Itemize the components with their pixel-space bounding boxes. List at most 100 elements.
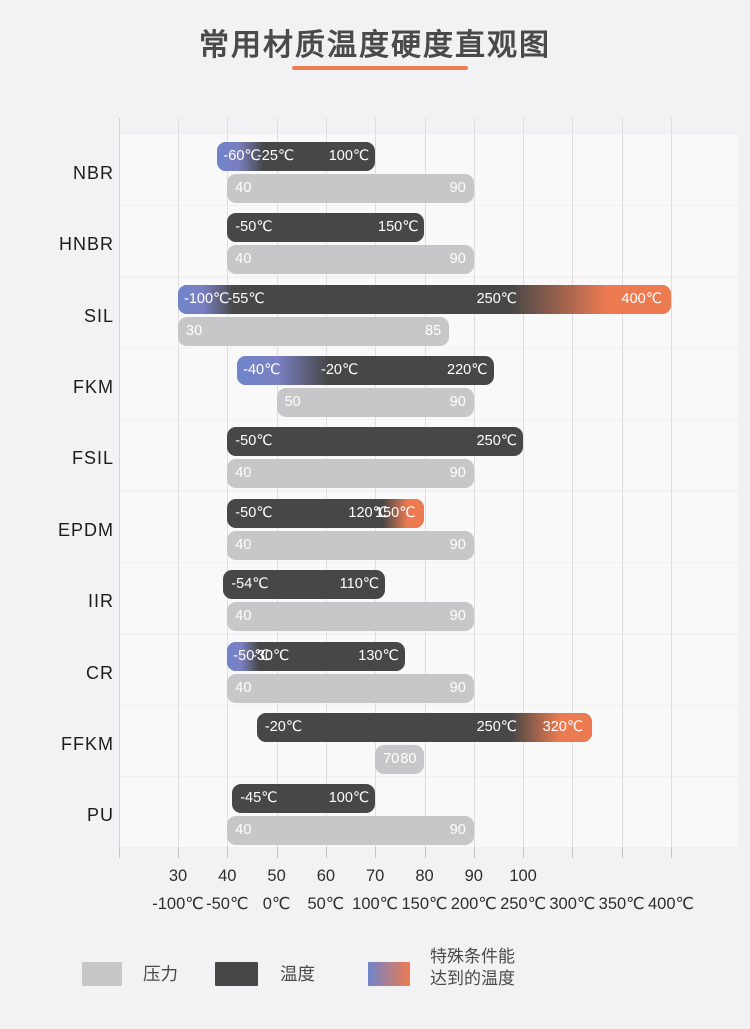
hardness-tick-label: 80 xyxy=(415,867,434,885)
temp-tick-label: 100℃ xyxy=(352,895,399,913)
gridline xyxy=(523,118,525,847)
temp-bar-cr xyxy=(227,641,405,671)
x-tick xyxy=(325,847,327,858)
temp-bar-iir xyxy=(223,570,386,600)
hardness-max-label-ffkm: 80 xyxy=(400,750,417,767)
legend-label-pressure: 压力 xyxy=(143,964,178,984)
x-tick xyxy=(424,847,426,858)
hardness-min-label-fkm: 50 xyxy=(284,394,301,411)
temp-max-label-fsil: 250℃ xyxy=(476,433,518,450)
gridline xyxy=(621,118,623,847)
temp-tick-label: 250℃ xyxy=(500,895,547,913)
hardness-bar-cr xyxy=(227,673,474,703)
hardness-bar-pu xyxy=(227,816,474,846)
x-tick xyxy=(523,847,525,858)
temp-min-label-sil: -55℃ xyxy=(227,290,265,307)
x-tick xyxy=(119,847,120,858)
temp-special-high-label-sil: 400℃ xyxy=(621,290,662,307)
temp-bar-sil xyxy=(178,284,671,314)
material-label-sil: SIL xyxy=(83,305,114,326)
temp-special-high-label-ffkm: 320℃ xyxy=(542,718,584,735)
hardness-max-label-hnbr: 90 xyxy=(449,251,466,268)
x-tick xyxy=(178,847,179,858)
hardness-bar-fkm xyxy=(276,388,474,418)
hardness-bar-sil xyxy=(178,316,450,346)
material-label-nbr: NBR xyxy=(72,163,114,183)
hardness-min-label-nbr: 40 xyxy=(235,180,252,196)
hardness-tick-label: 40 xyxy=(218,867,237,885)
hardness-tick-label: 70 xyxy=(366,867,385,885)
x-tick xyxy=(621,847,623,858)
legend-label-special-temperature: 特殊条件能 达到的温度 xyxy=(430,946,515,990)
material-label-ffkm: FFKM xyxy=(61,733,114,754)
temp-special-low-label-sil: -100℃ xyxy=(184,290,230,307)
hardness-bar-fsil xyxy=(227,459,474,489)
x-tick xyxy=(671,847,672,858)
hardness-tick-label: 100 xyxy=(509,867,537,885)
temp-tick-label: -50℃ xyxy=(206,895,249,913)
hardness-min-label-fsil: 40 xyxy=(235,465,252,482)
temp-special-high-label-epdm: 150℃ xyxy=(375,504,416,521)
gridline xyxy=(572,118,574,847)
temp-special-low-label-nbr: -60℃ xyxy=(223,148,261,164)
gridline xyxy=(671,118,672,847)
hardness-max-label-nbr: 90 xyxy=(449,180,466,196)
temp-bar-ffkm xyxy=(256,712,593,742)
temp-max-label-fkm: 220℃ xyxy=(447,362,488,379)
y-axis-line xyxy=(119,118,120,847)
special-high-segment-ffkm xyxy=(511,712,593,742)
x-tick xyxy=(473,847,475,858)
temp-bar-fkm xyxy=(237,356,494,386)
x-tick xyxy=(375,847,377,858)
legend-swatch-pressure xyxy=(82,962,122,986)
hardness-tick-label: 50 xyxy=(267,867,286,885)
hardness-min-label-hnbr: 40 xyxy=(235,251,252,268)
temp-bar-nbr xyxy=(217,142,376,171)
hardness-tick-label: 60 xyxy=(316,867,336,885)
hardness-max-label-pu: 90 xyxy=(449,822,466,839)
temp-tick-label: 200℃ xyxy=(450,895,497,913)
temp-tick-label: 350℃ xyxy=(598,895,645,913)
hardness-bar-epdm xyxy=(227,530,474,560)
temp-bar-fsil xyxy=(227,427,524,457)
hardness-min-label-ffkm: 70 xyxy=(383,750,400,767)
material-label-pu: PU xyxy=(86,805,114,826)
temp-min-label-ffkm: -20℃ xyxy=(264,718,303,735)
temp-special-low-label-fkm: -40℃ xyxy=(243,362,281,379)
temp-bar-hnbr xyxy=(227,213,425,243)
temp-tick-label: 300℃ xyxy=(549,895,596,913)
title-underline xyxy=(292,66,468,70)
temp-max-label-nbr: 100℃ xyxy=(328,148,370,164)
temp-max-label-ffkm: 250℃ xyxy=(476,718,518,735)
material-label-fsil: FSIL xyxy=(71,448,114,469)
material-label-cr: CR xyxy=(86,662,114,683)
temp-max-label-sil: 250℃ xyxy=(476,290,518,307)
temp-tick-label: 150℃ xyxy=(401,895,448,913)
special-high-segment-epdm xyxy=(382,498,425,528)
hardness-min-label-sil: 30 xyxy=(186,322,203,339)
special-high-segment-sil xyxy=(511,284,671,314)
hardness-tick-label: 90 xyxy=(464,867,483,885)
temp-min-label-fsil: -50℃ xyxy=(235,433,273,450)
temp-min-label-nbr: -25℃ xyxy=(256,148,295,164)
hardness-bar-ffkm xyxy=(375,744,425,774)
temp-max-label-epdm: 120℃ xyxy=(348,504,389,521)
temp-max-label-cr: 130℃ xyxy=(358,647,399,664)
hardness-bar-nbr xyxy=(227,174,474,203)
temp-bar-pu xyxy=(232,784,376,814)
legend-swatch-temperature xyxy=(215,962,258,986)
gridline xyxy=(473,118,475,847)
material-label-fkm: FKM xyxy=(73,377,114,398)
temp-max-label-iir: 110℃ xyxy=(339,576,380,593)
temp-min-label-hnbr: -50℃ xyxy=(235,219,273,236)
hardness-max-label-iir: 90 xyxy=(449,608,466,625)
legend-swatch-special-temperature xyxy=(368,962,410,986)
temp-max-label-hnbr: 150℃ xyxy=(378,219,419,236)
hardness-bar-iir xyxy=(227,602,474,632)
hardness-max-label-fkm: 90 xyxy=(449,394,466,411)
temp-min-label-fkm: -20℃ xyxy=(321,362,359,379)
temp-min-label-pu: -45℃ xyxy=(240,790,278,807)
hardness-max-label-cr: 90 xyxy=(449,679,466,696)
material-label-hnbr: HNBR xyxy=(58,234,114,255)
hardness-max-label-epdm: 90 xyxy=(449,536,466,553)
